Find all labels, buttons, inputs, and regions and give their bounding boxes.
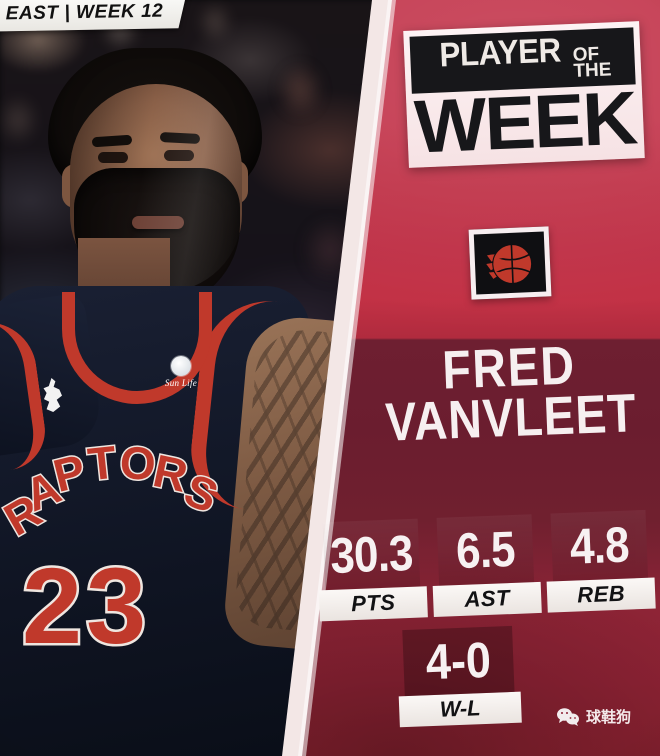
stat-cell-reb: 4.8 REB [544, 509, 656, 616]
watermark-text: 球鞋狗 [586, 708, 632, 726]
stat-cell-ast: 6.5 AST [430, 514, 542, 620]
raptors-basketball-claw-icon [486, 244, 533, 284]
record-label: W-L [398, 691, 522, 728]
conference-week-banner: EAST | WEEK 12 [0, 0, 187, 32]
title-week-word: WEEK [412, 75, 638, 169]
sponsor-patch: Sun Life [150, 352, 212, 392]
title-of-the-stack: OF THE [572, 44, 612, 82]
jersey-number: 23 [19, 545, 151, 666]
stat-label: PTS [318, 586, 428, 622]
player-head [40, 48, 270, 318]
sponsor-label: Sun Life [164, 378, 198, 388]
banner-label: EAST | WEEK 12 [4, 0, 163, 25]
stat-row: 30.3 PTS 6.5 AST 4.8 REB [316, 509, 656, 625]
eye-right [164, 150, 194, 161]
record-value: 4-0 [402, 625, 515, 697]
record-cell: 4-0 W-L [396, 625, 522, 728]
title-lockup: PLAYER OF THE WEEK [403, 21, 645, 169]
player-name: FRED VANVLEET [358, 335, 660, 453]
stat-cell-pts: 30.3 PTS [316, 518, 428, 624]
stat-value: 30.3 [322, 518, 421, 591]
eye-left [98, 152, 128, 163]
stat-label: REB [546, 577, 656, 613]
jersey-wordmark: R A P T O R S [0, 434, 227, 547]
team-logo-tile [468, 226, 552, 300]
title-card: PLAYER OF THE WEEK [403, 21, 645, 169]
stat-value: 4.8 [550, 509, 649, 582]
title-player-word: PLAYER [438, 31, 562, 75]
stat-label: AST [432, 581, 542, 618]
sun-life-globe-icon [171, 356, 191, 376]
wechat-icon [557, 708, 579, 726]
mouth [132, 216, 184, 229]
player-last-name: VANVLEET [384, 382, 638, 453]
stat-value: 6.5 [436, 514, 535, 586]
watermark: 球鞋狗 [556, 706, 631, 727]
